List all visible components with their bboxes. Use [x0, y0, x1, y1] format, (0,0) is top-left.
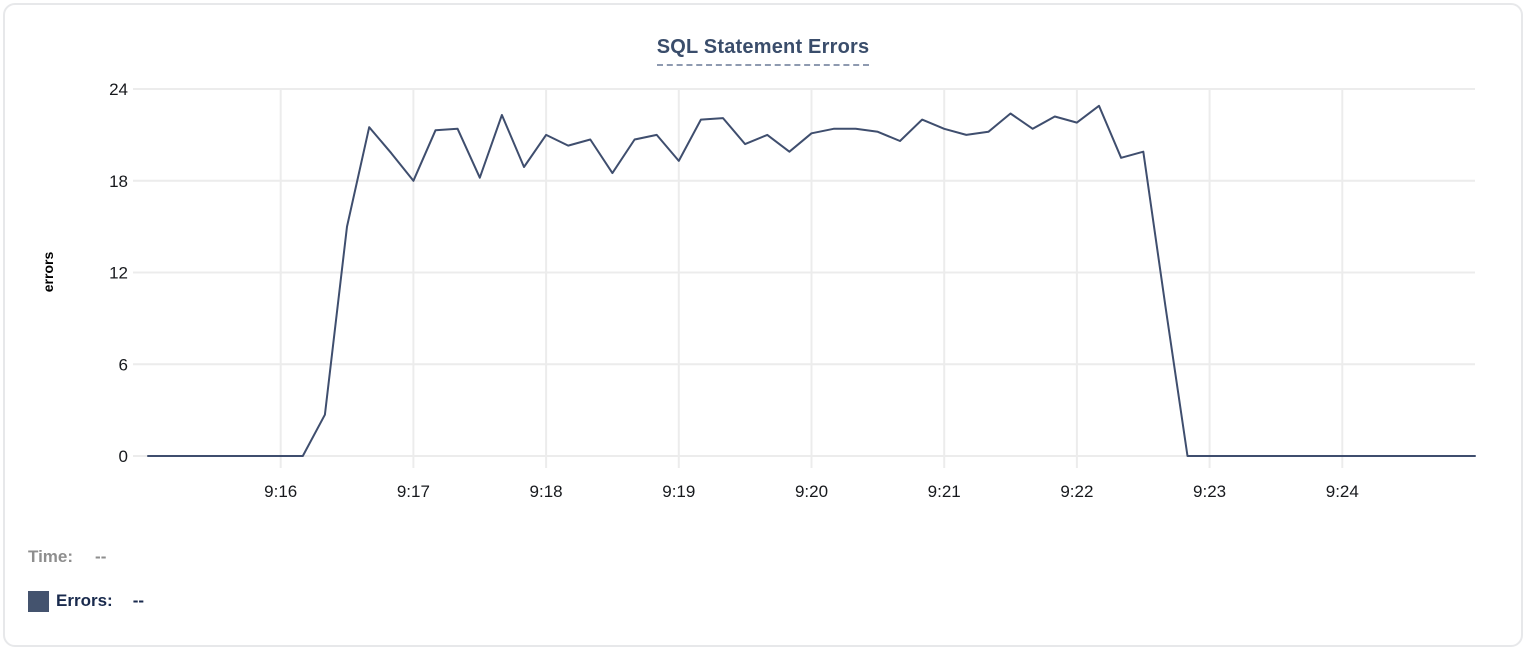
time-readout-value: -- — [95, 547, 107, 566]
y-tick-label: 24 — [109, 80, 128, 99]
y-tick-label: 18 — [109, 172, 128, 191]
errors-readout-label: Errors: — [56, 591, 113, 610]
x-tick-label: 9:20 — [795, 482, 828, 501]
x-tick-label: 9:21 — [928, 482, 961, 501]
chart-title-link[interactable]: SQL Statement Errors — [656, 36, 870, 66]
y-tick-label: 6 — [119, 355, 128, 374]
errors-series-line — [147, 104, 1476, 457]
x-tick-label: 9:23 — [1193, 482, 1226, 501]
errors-legend-item[interactable]: Errors: -- — [28, 590, 428, 612]
x-tick-label: 9:24 — [1326, 482, 1359, 501]
x-tick-label: 9:18 — [530, 482, 563, 501]
chart-card: SQL Statement Errors 0 6 12 18 24 9:16 9:17 9:1… — [3, 3, 1523, 647]
x-tick-label: 9:19 — [662, 482, 695, 501]
hover-readout-legend: Time: -- Errors: -- — [28, 546, 428, 612]
x-tick-label: 9:22 — [1060, 482, 1093, 501]
errors-series-swatch-icon — [28, 590, 49, 612]
y-tick-label: 0 — [119, 447, 128, 466]
time-readout: Time: -- — [28, 546, 428, 568]
errors-readout-value: -- — [132, 591, 145, 610]
chart-header: SQL Statement Errors — [5, 36, 1521, 66]
y-axis-title: errors — [40, 252, 56, 293]
y-tick-label: 12 — [109, 264, 128, 283]
x-tick-label: 9:17 — [397, 482, 430, 501]
plot-area[interactable]: 0 6 12 18 24 9:16 9:17 9:18 9:19 9:20 9:21 9:22 9:23… — [5, 5, 1528, 510]
time-readout-label: Time: — [28, 547, 74, 566]
x-tick-label: 9:16 — [264, 482, 297, 501]
